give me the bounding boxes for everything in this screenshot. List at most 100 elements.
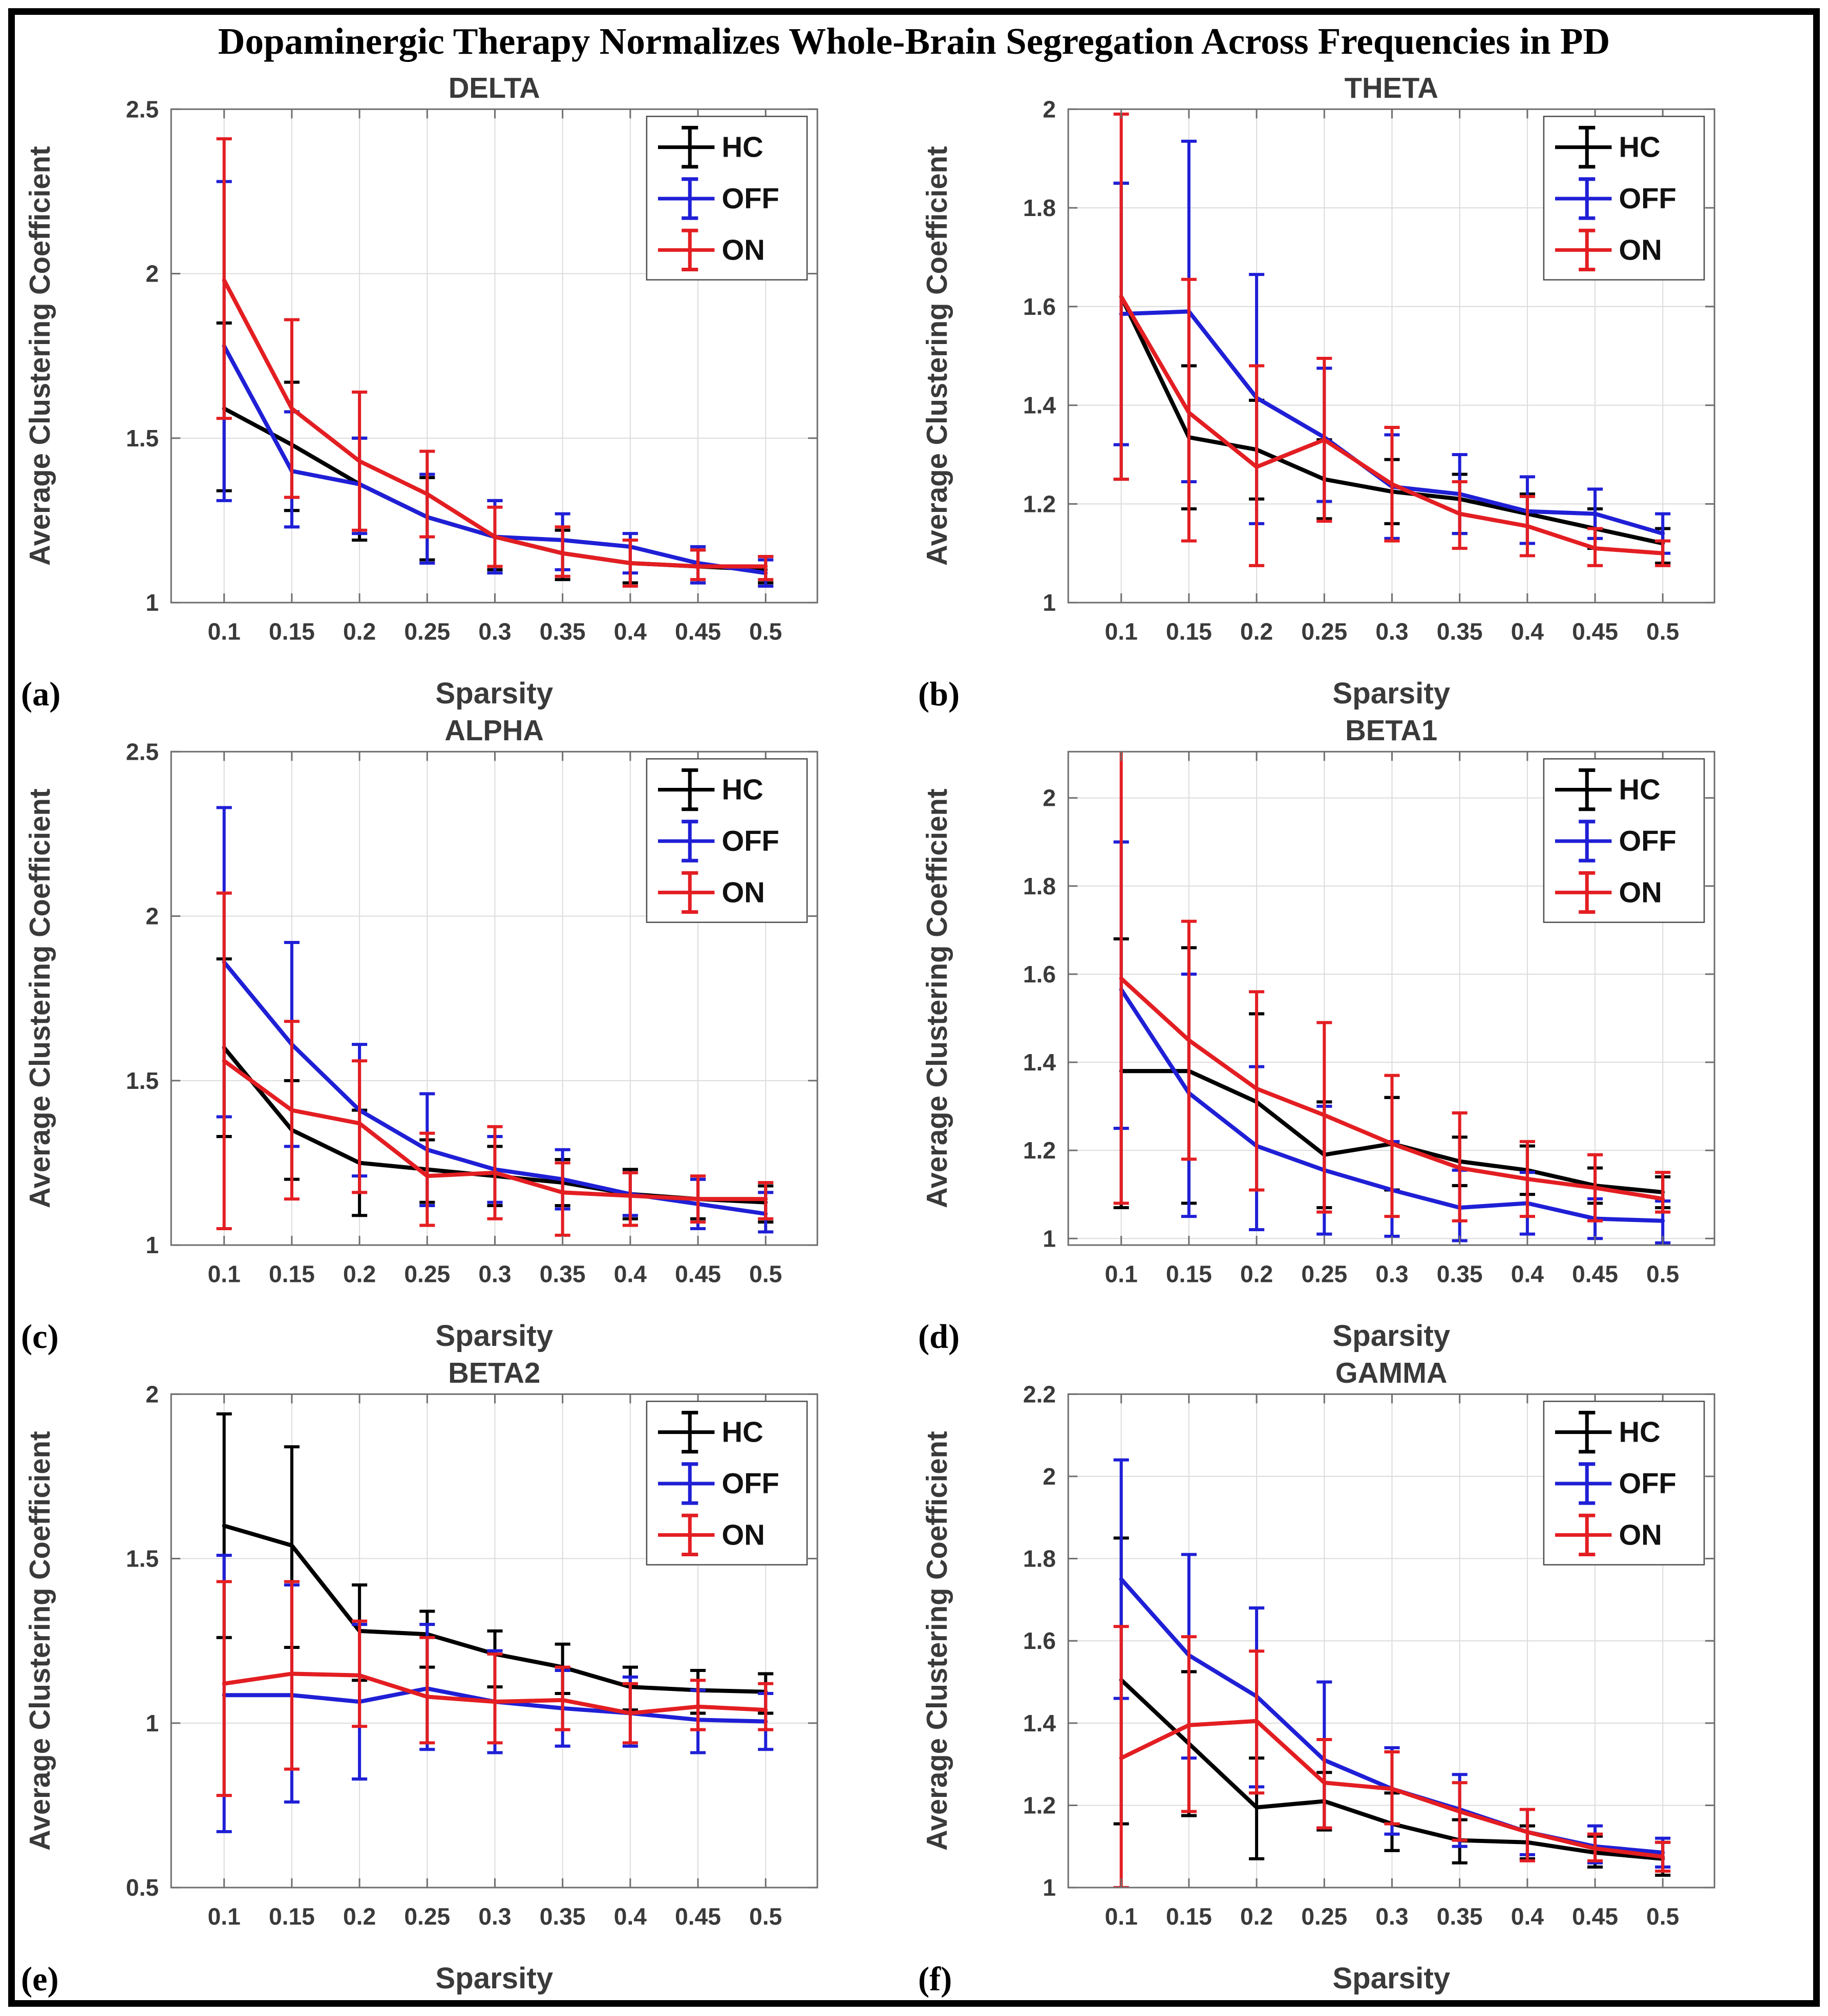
x-tick-label: 0.2: [1240, 618, 1273, 645]
legend-label-OFF: OFF: [721, 182, 779, 215]
legend-label-ON: ON: [721, 876, 764, 908]
x-tick-label: 0.2: [343, 1260, 376, 1287]
x-tick-label: 0.25: [404, 1903, 450, 1929]
figure-title: Dopaminergic Therapy Normalizes Whole-Br…: [218, 20, 1610, 62]
series-line-ON: [1119, 294, 1665, 555]
legend-entry-HC: HC: [658, 768, 763, 811]
x-tick-label: 0.3: [478, 618, 511, 645]
y-tick-label: 1.6: [1023, 1627, 1056, 1654]
y-tick-label: 1: [1043, 1225, 1056, 1252]
legend-entry-OFF: OFF: [658, 820, 779, 863]
y-axis-label: Average Clustering Coefficient: [24, 146, 56, 566]
x-axis-label: Sparsity: [1332, 677, 1450, 710]
y-axis-label: Average Clustering Coefficient: [24, 1431, 56, 1851]
panel-title: BETA1: [1345, 717, 1437, 746]
x-tick-label: 0.1: [1105, 1260, 1138, 1287]
x-tick-label: 0.2: [1240, 1903, 1273, 1929]
series-line-ON: [222, 278, 768, 569]
x-tick-label: 0.35: [1437, 618, 1483, 645]
series-ON: [216, 891, 774, 1237]
x-tick-label: 0.5: [749, 618, 782, 645]
panel-beta1: 0.1 0.15 0.2 0.25 0.3 0.35 0.4 0.45 0.5 1 1.2 1.4 1.…: [914, 717, 1811, 1359]
chart-svg-theta: 0.1 0.15 0.2 0.25 0.3 0.35 0.4 0.45 0.5 1 1.2 1.4 1.…: [918, 74, 1715, 713]
panel-title: THETA: [1345, 74, 1438, 104]
x-tick-label: 0.5: [1646, 618, 1679, 645]
series-line-ON: [1119, 976, 1665, 1201]
x-tick-label: 0.25: [404, 1260, 450, 1287]
panel-letter: (e): [21, 1961, 59, 1998]
legend-label-OFF: OFF: [1619, 182, 1676, 215]
chart-svg-gamma: 0.1 0.15 0.2 0.25 0.3 0.35 0.4 0.45 0.5 1 1.2 1.4 1.…: [918, 1359, 1715, 1998]
x-tick-label: 0.1: [208, 618, 241, 645]
legend-label-OFF: OFF: [721, 1467, 779, 1499]
x-tick-label: 0.15: [1166, 618, 1212, 645]
x-tick-label: 0.15: [1166, 1903, 1212, 1929]
series-ON: [1113, 752, 1671, 1223]
y-tick-label: 1.2: [1023, 1137, 1056, 1164]
y-tick-label: 2.5: [126, 738, 159, 765]
x-tick-label: 0.1: [1105, 618, 1138, 645]
x-tick-label: 0.2: [343, 1903, 376, 1929]
legend-label-HC: HC: [721, 1416, 763, 1448]
legend-label-OFF: OFF: [721, 825, 779, 857]
y-tick-label: 1.2: [1023, 1792, 1056, 1819]
x-tick-label: 0.5: [749, 1260, 782, 1287]
y-tick-label: 1.4: [1023, 1049, 1056, 1076]
legend-label-ON: ON: [1619, 233, 1662, 266]
x-tick-label: 0.4: [614, 1903, 647, 1929]
legend-entry-ON: ON: [658, 1513, 765, 1557]
y-tick-label: 0.5: [126, 1874, 159, 1901]
chart-svg-alpha: 0.1 0.15 0.2 0.25 0.3 0.35 0.4 0.45 0.5 1 1.5 2 2.5 A…: [21, 717, 818, 1356]
series-line-ON: [222, 1059, 768, 1202]
y-tick-label: 1.6: [1023, 293, 1056, 320]
x-tick-label: 0.35: [1437, 1260, 1483, 1287]
x-tick-label: 0.3: [1375, 1260, 1408, 1287]
y-tick-label: 2: [1043, 96, 1056, 122]
y-axis-label: Average Clustering Coefficient: [921, 1431, 953, 1851]
y-tick-label: 1: [145, 1710, 159, 1736]
x-tick-label: 0.4: [1511, 618, 1544, 645]
series-line-ON: [1119, 1719, 1665, 1859]
y-tick-label: 1: [145, 1232, 159, 1258]
x-tick-label: 0.5: [749, 1903, 782, 1929]
chart-svg-beta2: 0.1 0.15 0.2 0.25 0.3 0.35 0.4 0.45 0.5 0.5 1 1.5 2 B…: [21, 1359, 818, 1998]
y-tick-label: 1.4: [1023, 1710, 1056, 1736]
legend-label-HC: HC: [1619, 1416, 1660, 1448]
legend-label-OFF: OFF: [1619, 1467, 1676, 1499]
x-axis-label: Sparsity: [435, 1962, 553, 1995]
y-tick-label: 2: [1043, 1463, 1056, 1490]
x-axis-label: Sparsity: [435, 1319, 553, 1353]
legend-label-ON: ON: [721, 233, 764, 266]
x-tick-label: 0.25: [404, 618, 450, 645]
legend-entry-HC: HC: [1555, 768, 1661, 811]
x-tick-label: 0.2: [343, 618, 376, 645]
panel-title: GAMMA: [1335, 1359, 1448, 1389]
x-tick-label: 0.45: [675, 1260, 721, 1287]
x-tick-label: 0.35: [540, 618, 586, 645]
legend-entry-OFF: OFF: [1555, 177, 1676, 220]
legend-entry-ON: ON: [658, 228, 765, 272]
y-tick-label: 2.5: [126, 96, 159, 122]
panel-title: ALPHA: [444, 717, 544, 746]
x-tick-label: 0.35: [540, 1260, 586, 1287]
x-tick-label: 0.15: [269, 1260, 315, 1287]
chart-svg-delta: 0.1 0.15 0.2 0.25 0.3 0.35 0.4 0.45 0.5 1 1.5 2 2.5 D…: [21, 74, 818, 713]
panel-letter: (d): [918, 1318, 960, 1356]
series-ON: [216, 1580, 774, 1797]
legend-entry-HC: HC: [1555, 125, 1661, 169]
y-tick-label: 2: [1043, 785, 1056, 811]
x-tick-label: 0.3: [1375, 1903, 1408, 1929]
x-tick-label: 0.15: [1166, 1260, 1212, 1287]
legend-label-HC: HC: [721, 774, 763, 806]
series-ON: [1113, 1625, 1671, 1888]
x-tick-label: 0.4: [1511, 1903, 1544, 1929]
panels-grid: 0.1 0.15 0.2 0.25 0.3 0.35 0.4 0.45 0.5 1 1.5 2 2.5 D…: [17, 74, 1811, 1998]
x-tick-label: 0.45: [1572, 1260, 1618, 1287]
series-group: [216, 1412, 774, 1833]
legend-entry-OFF: OFF: [1555, 820, 1676, 863]
x-axis-label: Sparsity: [1332, 1319, 1450, 1353]
legend-entry-ON: ON: [1555, 228, 1662, 272]
x-tick-label: 0.25: [1301, 1903, 1347, 1929]
x-tick-label: 0.35: [540, 1903, 586, 1929]
x-tick-label: 0.25: [1301, 1260, 1347, 1287]
